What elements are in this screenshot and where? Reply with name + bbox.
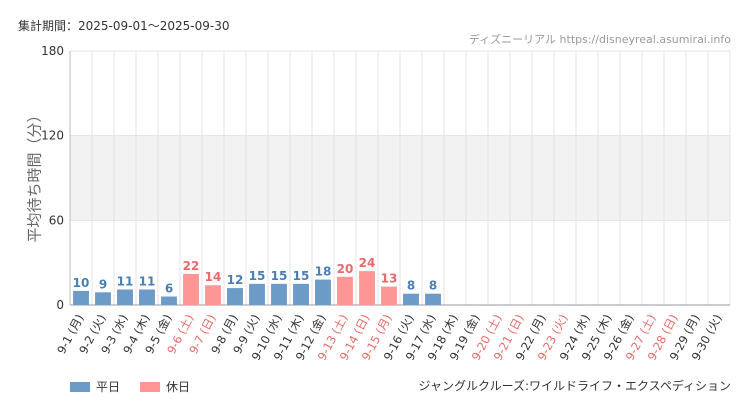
source-credit: ディズニーリアル https://disneyreal.asumirai.inf… bbox=[468, 33, 731, 46]
bar-value-label: 15 bbox=[293, 269, 310, 283]
bar-value-label: 11 bbox=[117, 274, 134, 288]
y-tick-label: 60 bbox=[49, 213, 64, 227]
bar-value-label: 8 bbox=[407, 279, 415, 293]
bar-value-label: 11 bbox=[139, 274, 156, 288]
legend: 平日 休日 bbox=[70, 378, 190, 395]
bar-value-label: 9 bbox=[99, 277, 107, 291]
bar bbox=[271, 283, 287, 305]
bar bbox=[337, 276, 353, 305]
bar-value-label: 14 bbox=[205, 270, 222, 284]
bar-value-label: 8 bbox=[429, 279, 437, 293]
bar-value-label: 18 bbox=[315, 265, 332, 279]
legend-label-weekday: 平日 bbox=[96, 380, 121, 394]
attraction-name: ジャングルクルーズ:ワイルドライフ・エクスペディション bbox=[418, 379, 731, 393]
bar-value-label: 10 bbox=[73, 276, 90, 290]
period-label: 集計期間：2025-09-01〜2025-09-30 bbox=[18, 19, 230, 33]
legend-label-holiday: 休日 bbox=[166, 380, 191, 394]
bar bbox=[73, 290, 89, 305]
bar bbox=[249, 283, 265, 305]
bar bbox=[359, 271, 375, 305]
bar bbox=[139, 289, 155, 305]
legend-swatch-holiday bbox=[140, 381, 161, 392]
bar bbox=[95, 292, 111, 305]
bar bbox=[183, 273, 199, 305]
bar bbox=[227, 288, 243, 305]
bar bbox=[117, 289, 133, 305]
bar-value-label: 24 bbox=[359, 256, 376, 270]
y-tick-label: 0 bbox=[56, 298, 64, 312]
bar-value-label: 12 bbox=[227, 273, 244, 287]
bar-value-label: 13 bbox=[381, 272, 398, 286]
bar bbox=[315, 279, 331, 305]
bar bbox=[403, 293, 419, 305]
y-tick-label: 180 bbox=[41, 44, 64, 58]
legend-swatch-weekday bbox=[70, 381, 90, 392]
bar-value-label: 20 bbox=[337, 262, 354, 276]
bar-value-label: 15 bbox=[249, 269, 266, 283]
y-tick-label: 120 bbox=[41, 129, 64, 143]
legend-item-holiday: 休日 bbox=[140, 378, 190, 395]
legend-item-weekday: 平日 bbox=[70, 378, 120, 395]
bar bbox=[381, 286, 397, 305]
bar-value-label: 22 bbox=[183, 259, 200, 273]
bar bbox=[293, 283, 309, 305]
bar bbox=[161, 296, 177, 305]
bar-value-label: 15 bbox=[271, 269, 288, 283]
bar bbox=[425, 293, 441, 305]
bar bbox=[205, 285, 221, 305]
bar-value-label: 6 bbox=[165, 282, 173, 296]
